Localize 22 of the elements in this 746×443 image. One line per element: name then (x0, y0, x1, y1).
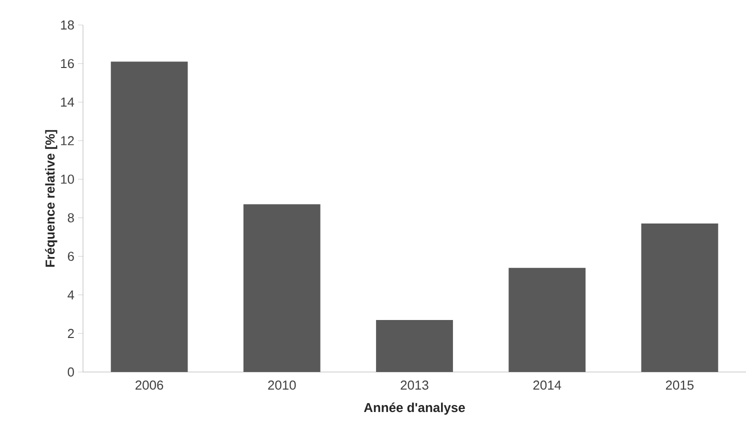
y-tick-label: 8 (68, 213, 74, 222)
y-tick-label: 10 (61, 174, 74, 184)
x-tick-label: 2010 (268, 380, 296, 390)
bar (508, 268, 586, 372)
y-tick-label: 6 (68, 252, 74, 261)
y-tick-label: 2 (68, 328, 74, 338)
y-tick-label: 14 (61, 98, 74, 107)
y-tick-label: 0 (68, 367, 74, 377)
bar (376, 320, 453, 372)
x-tick-label: 2013 (400, 380, 428, 390)
y-axis-title: Fréquence relative [%] (45, 130, 58, 267)
y-tick-label: 16 (61, 58, 74, 68)
y-tick-label: 12 (61, 136, 74, 146)
bar (641, 224, 718, 372)
x-tick-label: 2006 (136, 380, 164, 390)
x-tick-label: 2014 (533, 380, 562, 390)
x-axis-title: Année d'analyse (364, 402, 465, 415)
bar (243, 204, 320, 372)
bar (110, 62, 188, 372)
x-tick-label: 2015 (666, 380, 694, 390)
y-tick-label: 18 (61, 20, 74, 30)
y-tick-label: 4 (68, 290, 74, 300)
